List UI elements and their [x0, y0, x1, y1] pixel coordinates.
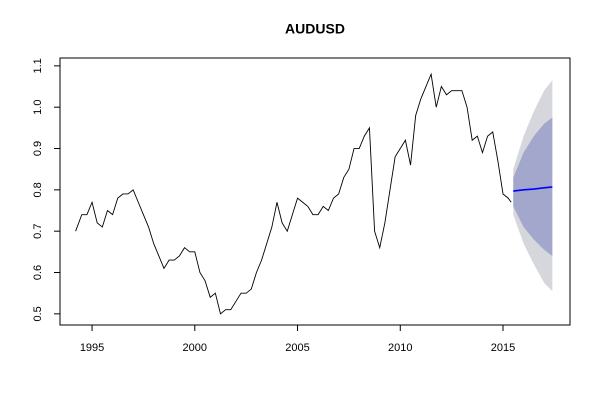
chart-title: AUDUSD — [285, 21, 345, 37]
x-tick-label: 2000 — [183, 342, 207, 354]
series-line — [75, 72, 512, 315]
x-tick-label: 2005 — [285, 342, 309, 354]
x-tick-label: 2010 — [388, 342, 412, 354]
x-tick-label: 2015 — [491, 342, 515, 354]
y-tick-label: 0.5 — [32, 306, 44, 321]
y-tick-label: 0.6 — [32, 265, 44, 280]
band-80 — [513, 117, 553, 256]
forecast-mean — [513, 186, 553, 192]
y-tick-label: 0.9 — [32, 141, 44, 156]
y-tick-label: 1.0 — [32, 100, 44, 115]
plot-frame — [59, 57, 571, 326]
y-tick-label: 0.7 — [32, 224, 44, 239]
x-tick-label: 1995 — [80, 342, 104, 354]
y-tick-label: 1.1 — [32, 58, 44, 73]
y-tick-label: 0.8 — [32, 182, 44, 197]
